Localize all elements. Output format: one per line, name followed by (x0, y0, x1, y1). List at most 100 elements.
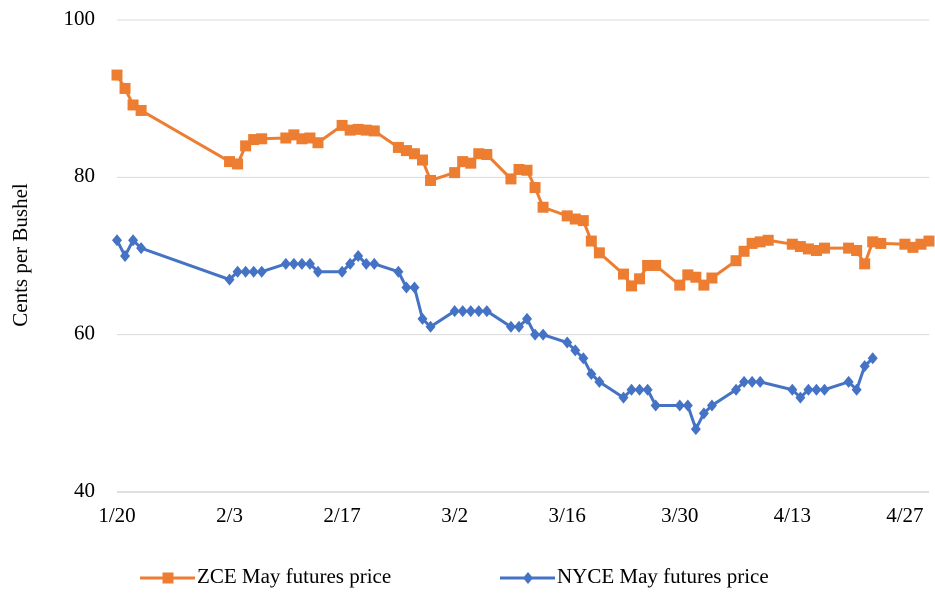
point (368, 125, 380, 137)
point (128, 234, 139, 247)
point (369, 257, 380, 270)
point (393, 265, 404, 278)
point (481, 149, 493, 161)
point (562, 336, 573, 349)
point (513, 163, 525, 175)
point (280, 132, 292, 144)
point (248, 134, 260, 146)
point (425, 174, 437, 186)
point (465, 157, 477, 169)
point (843, 375, 854, 388)
point (296, 257, 307, 270)
point (521, 164, 533, 176)
point (747, 375, 758, 388)
point (859, 360, 870, 373)
point (754, 236, 766, 248)
point (337, 265, 348, 278)
point (135, 104, 147, 116)
point (593, 247, 605, 259)
point (304, 132, 316, 144)
legend-label: ZCE May futures price (197, 564, 391, 588)
point (795, 391, 806, 404)
x-tick-label: 2/17 (323, 503, 360, 527)
point (481, 305, 492, 318)
point (819, 383, 830, 396)
point (698, 407, 709, 420)
legend-label: NYCE May futures price (557, 564, 769, 588)
point (352, 123, 364, 135)
point (570, 344, 581, 357)
point (449, 167, 461, 179)
point (409, 281, 420, 294)
point (690, 423, 701, 436)
point (417, 312, 428, 325)
x-tick-label: 3/30 (661, 503, 698, 527)
point (802, 243, 814, 255)
point (843, 242, 855, 254)
point (851, 383, 862, 396)
point (529, 182, 541, 194)
x-tick-label: 4/13 (774, 503, 811, 527)
point (634, 383, 645, 396)
point (561, 210, 573, 222)
point (915, 238, 927, 250)
point (256, 133, 268, 145)
point (803, 383, 814, 396)
point (578, 352, 589, 365)
point (586, 368, 597, 380)
point (127, 99, 139, 111)
point (875, 237, 887, 249)
point (569, 213, 581, 225)
point (851, 244, 863, 256)
point (240, 140, 252, 152)
point (899, 238, 911, 250)
point (617, 268, 629, 280)
point (256, 265, 267, 278)
y-tick-label: 40 (74, 478, 95, 502)
point (538, 328, 549, 341)
x-tick-label: 2/3 (216, 503, 243, 527)
point (136, 242, 147, 255)
x-tick-label: 4/27 (886, 503, 923, 527)
point (746, 237, 758, 249)
point (232, 158, 244, 170)
point (682, 269, 694, 281)
point (755, 375, 766, 388)
point (626, 383, 637, 396)
point (505, 173, 517, 185)
point (312, 265, 323, 278)
point (473, 148, 485, 160)
point (224, 156, 236, 168)
point (674, 279, 686, 291)
point (650, 259, 662, 271)
point (674, 399, 685, 412)
point (739, 375, 750, 388)
point (345, 257, 356, 270)
point (530, 328, 541, 341)
point (400, 145, 412, 157)
point (344, 124, 356, 136)
point (304, 257, 315, 270)
point (240, 265, 251, 278)
point (907, 241, 919, 253)
point (505, 320, 516, 333)
point (786, 238, 798, 250)
point (642, 383, 653, 396)
point (859, 258, 871, 270)
point (811, 383, 822, 396)
point (353, 250, 364, 262)
point (449, 305, 460, 318)
point (111, 69, 123, 81)
point (738, 245, 750, 257)
point (360, 124, 372, 136)
point (650, 399, 661, 412)
x-tick-label: 3/2 (441, 503, 468, 527)
point (288, 129, 300, 141)
point (682, 399, 693, 412)
y-tick-label: 60 (74, 320, 95, 344)
point (513, 320, 524, 333)
legend-marker (523, 572, 533, 584)
point (522, 312, 533, 325)
point (585, 235, 597, 247)
point (810, 244, 822, 256)
